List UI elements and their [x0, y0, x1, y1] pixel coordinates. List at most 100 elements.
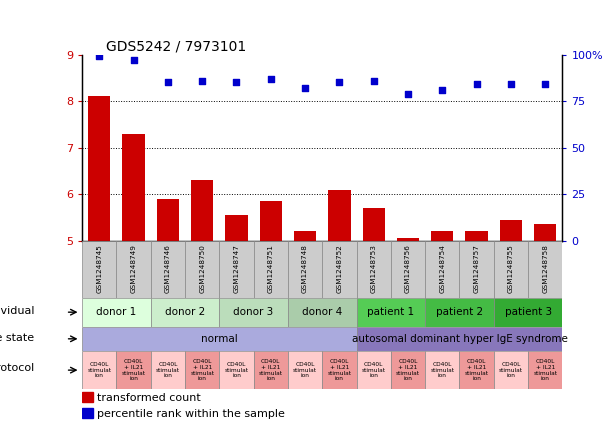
Text: donor 4: donor 4	[302, 307, 342, 317]
Bar	[391, 351, 425, 389]
Text: CD40L
stimulat
ion: CD40L stimulat ion	[87, 362, 111, 379]
Point	[334, 79, 344, 86]
Text: CD40L
stimulat
ion: CD40L stimulat ion	[293, 362, 317, 379]
Bar	[425, 298, 494, 327]
Text: CD40L
+ IL21
stimulat
ion: CD40L + IL21 stimulat ion	[465, 359, 489, 381]
Text: GSM1248754: GSM1248754	[440, 244, 445, 293]
Point	[437, 87, 447, 93]
Point	[266, 75, 275, 82]
Bar	[431, 231, 454, 241]
Bar	[356, 351, 391, 389]
Text: donor 1: donor 1	[96, 307, 137, 317]
Bar	[356, 327, 562, 351]
Bar	[356, 298, 425, 327]
Point	[300, 85, 310, 91]
Bar	[82, 393, 92, 403]
Text: CD40L
+ IL21
stimulat
ion: CD40L + IL21 stimulat ion	[122, 359, 145, 381]
Text: patient 3: patient 3	[505, 307, 551, 317]
Bar	[362, 208, 385, 241]
Text: GSM1248755: GSM1248755	[508, 244, 514, 293]
Bar	[322, 241, 356, 298]
Bar	[219, 351, 254, 389]
Text: disease state: disease state	[0, 332, 35, 343]
Bar	[82, 351, 116, 389]
Bar	[157, 199, 179, 241]
Bar	[82, 241, 116, 298]
Bar	[356, 241, 391, 298]
Bar	[322, 351, 356, 389]
Bar	[494, 241, 528, 298]
Text: CD40L
+ IL21
stimulat
ion: CD40L + IL21 stimulat ion	[190, 359, 214, 381]
Text: CD40L
+ IL21
stimulat
ion: CD40L + IL21 stimulat ion	[259, 359, 283, 381]
Bar	[116, 351, 151, 389]
Text: GSM1248749: GSM1248749	[131, 244, 137, 293]
Bar	[460, 241, 494, 298]
Bar	[88, 96, 111, 241]
Bar	[122, 134, 145, 241]
Text: individual: individual	[0, 306, 35, 316]
Bar	[82, 298, 151, 327]
Text: GSM1248757: GSM1248757	[474, 244, 480, 293]
Bar	[460, 351, 494, 389]
Point	[403, 90, 413, 97]
Text: GSM1248758: GSM1248758	[542, 244, 548, 293]
Point	[94, 53, 104, 60]
Text: CD40L
+ IL21
stimulat
ion: CD40L + IL21 stimulat ion	[327, 359, 351, 381]
Text: GSM1248752: GSM1248752	[336, 244, 342, 293]
Bar	[151, 241, 185, 298]
Bar	[260, 201, 282, 241]
Text: CD40L
stimulat
ion: CD40L stimulat ion	[362, 362, 385, 379]
Point	[506, 81, 516, 88]
Text: autosomal dominant hyper IgE syndrome: autosomal dominant hyper IgE syndrome	[351, 334, 567, 344]
Text: patient 1: patient 1	[367, 307, 415, 317]
Bar	[288, 241, 322, 298]
Text: GSM1248745: GSM1248745	[96, 244, 102, 293]
Bar	[82, 327, 356, 351]
Bar	[288, 298, 356, 327]
Bar	[254, 351, 288, 389]
Bar	[534, 225, 556, 241]
Bar	[391, 241, 425, 298]
Point	[472, 81, 482, 88]
Bar	[528, 241, 562, 298]
Text: transformed count: transformed count	[97, 393, 201, 403]
Bar	[116, 241, 151, 298]
Bar	[500, 220, 522, 241]
Text: CD40L
stimulat
ion: CD40L stimulat ion	[499, 362, 523, 379]
Bar	[494, 351, 528, 389]
Text: GSM1248756: GSM1248756	[405, 244, 411, 293]
Text: donor 3: donor 3	[233, 307, 274, 317]
Point	[369, 77, 379, 84]
Text: CD40L
stimulat
ion: CD40L stimulat ion	[156, 362, 180, 379]
Text: CD40L
+ IL21
stimulat
ion: CD40L + IL21 stimulat ion	[533, 359, 558, 381]
Text: CD40L
+ IL21
stimulat
ion: CD40L + IL21 stimulat ion	[396, 359, 420, 381]
Bar	[191, 180, 213, 241]
Bar	[151, 351, 185, 389]
Bar	[185, 241, 219, 298]
Text: CD40L
stimulat
ion: CD40L stimulat ion	[224, 362, 249, 379]
Bar	[288, 351, 322, 389]
Bar	[397, 239, 419, 241]
Point	[232, 79, 241, 86]
Text: percentile rank within the sample: percentile rank within the sample	[97, 409, 285, 419]
Point	[541, 81, 550, 88]
Point	[163, 79, 173, 86]
Bar	[494, 298, 562, 327]
Text: donor 2: donor 2	[165, 307, 205, 317]
Point	[129, 57, 139, 63]
Point	[197, 77, 207, 84]
Bar	[294, 231, 316, 241]
Bar	[219, 298, 288, 327]
Text: GSM1248753: GSM1248753	[371, 244, 377, 293]
Text: GSM1248750: GSM1248750	[199, 244, 205, 293]
Bar	[151, 298, 219, 327]
Bar	[425, 241, 460, 298]
Text: GSM1248751: GSM1248751	[268, 244, 274, 293]
Bar	[528, 351, 562, 389]
Bar	[425, 351, 460, 389]
Text: patient 2: patient 2	[436, 307, 483, 317]
Bar	[254, 241, 288, 298]
Text: normal: normal	[201, 334, 238, 344]
Text: GDS5242 / 7973101: GDS5242 / 7973101	[106, 39, 246, 53]
Bar	[226, 215, 247, 241]
